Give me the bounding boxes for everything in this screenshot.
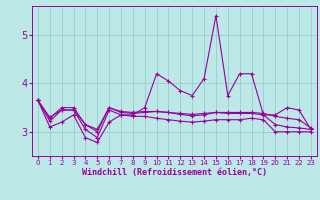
X-axis label: Windchill (Refroidissement éolien,°C): Windchill (Refroidissement éolien,°C) [82, 168, 267, 177]
